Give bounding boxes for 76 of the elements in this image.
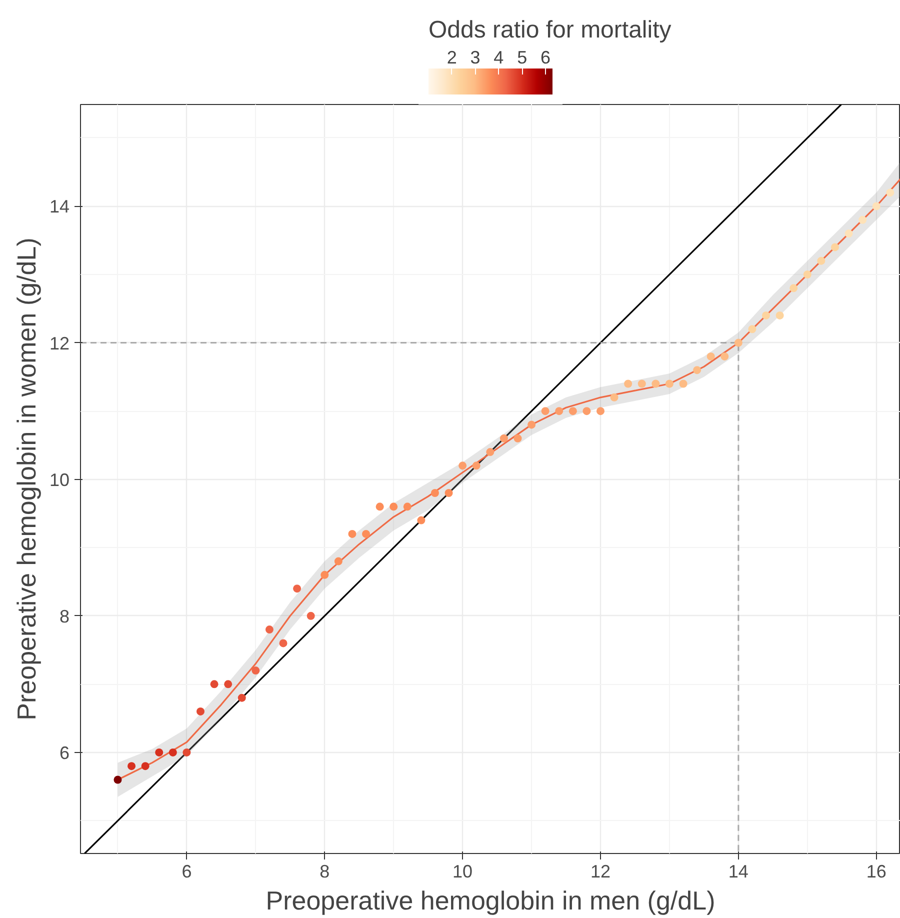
point <box>693 366 702 374</box>
point <box>334 557 342 566</box>
point <box>430 489 439 497</box>
point <box>362 530 370 538</box>
point <box>141 762 150 770</box>
point <box>844 230 853 238</box>
point <box>514 434 522 442</box>
x-tick-label: 16 <box>866 862 886 882</box>
color-bar-label: 4 <box>494 48 504 68</box>
x-tick-label: 14 <box>728 862 748 882</box>
point <box>665 380 674 388</box>
point <box>252 666 260 675</box>
point <box>858 216 867 224</box>
point <box>458 462 467 470</box>
point <box>679 380 688 388</box>
y-tick-label: 12 <box>49 333 70 354</box>
y-tick-label: 14 <box>49 196 70 217</box>
point <box>817 256 826 265</box>
x-axis-title: Preoperative hemoglobin in men (g/dL) <box>266 886 716 916</box>
y-tick-label: 10 <box>49 470 70 490</box>
point <box>196 707 204 716</box>
point <box>582 407 591 416</box>
point <box>706 352 715 360</box>
point <box>390 502 398 511</box>
point <box>803 270 812 278</box>
point <box>638 380 646 388</box>
point <box>403 502 412 511</box>
point <box>182 748 191 756</box>
point <box>790 284 798 292</box>
point <box>734 338 742 347</box>
point <box>472 462 480 470</box>
point <box>265 626 274 634</box>
point <box>886 188 894 197</box>
point <box>320 570 329 579</box>
point <box>224 680 232 688</box>
point <box>830 243 839 252</box>
point <box>776 311 784 320</box>
point <box>155 748 164 756</box>
color-bar-label: 2 <box>446 48 457 68</box>
point <box>652 380 660 388</box>
point <box>279 639 288 648</box>
point <box>293 584 302 593</box>
point <box>555 407 564 416</box>
point <box>210 680 218 688</box>
point <box>528 420 536 429</box>
point <box>417 516 426 524</box>
point <box>596 407 604 416</box>
point <box>541 407 550 416</box>
x-tick-label: 8 <box>320 862 330 882</box>
y-tick-label: 8 <box>59 606 70 626</box>
point <box>376 502 384 511</box>
point <box>238 694 246 702</box>
y-axis-title: Preoperative hemoglobin in women (g/dL) <box>11 238 42 720</box>
point <box>444 489 453 497</box>
x-tick-label: 12 <box>590 862 611 882</box>
color-bar-label: 3 <box>470 48 480 68</box>
point <box>872 202 880 210</box>
color-bar-label: 5 <box>517 48 528 68</box>
point <box>500 434 508 442</box>
y-tick-label: 6 <box>59 742 70 763</box>
point <box>486 448 494 456</box>
point <box>168 748 177 756</box>
point <box>720 352 729 360</box>
point <box>568 407 577 416</box>
point <box>348 530 356 538</box>
point <box>762 311 770 320</box>
color-bar-label: 6 <box>540 48 550 68</box>
point <box>128 762 136 770</box>
x-tick-label: 6 <box>182 862 192 882</box>
point <box>306 612 315 620</box>
point <box>610 393 618 402</box>
x-tick-label: 10 <box>452 862 473 882</box>
point <box>624 380 632 388</box>
point <box>114 776 122 784</box>
color-bar-title: Odds ratio for mortality <box>428 16 672 44</box>
point <box>748 325 756 334</box>
